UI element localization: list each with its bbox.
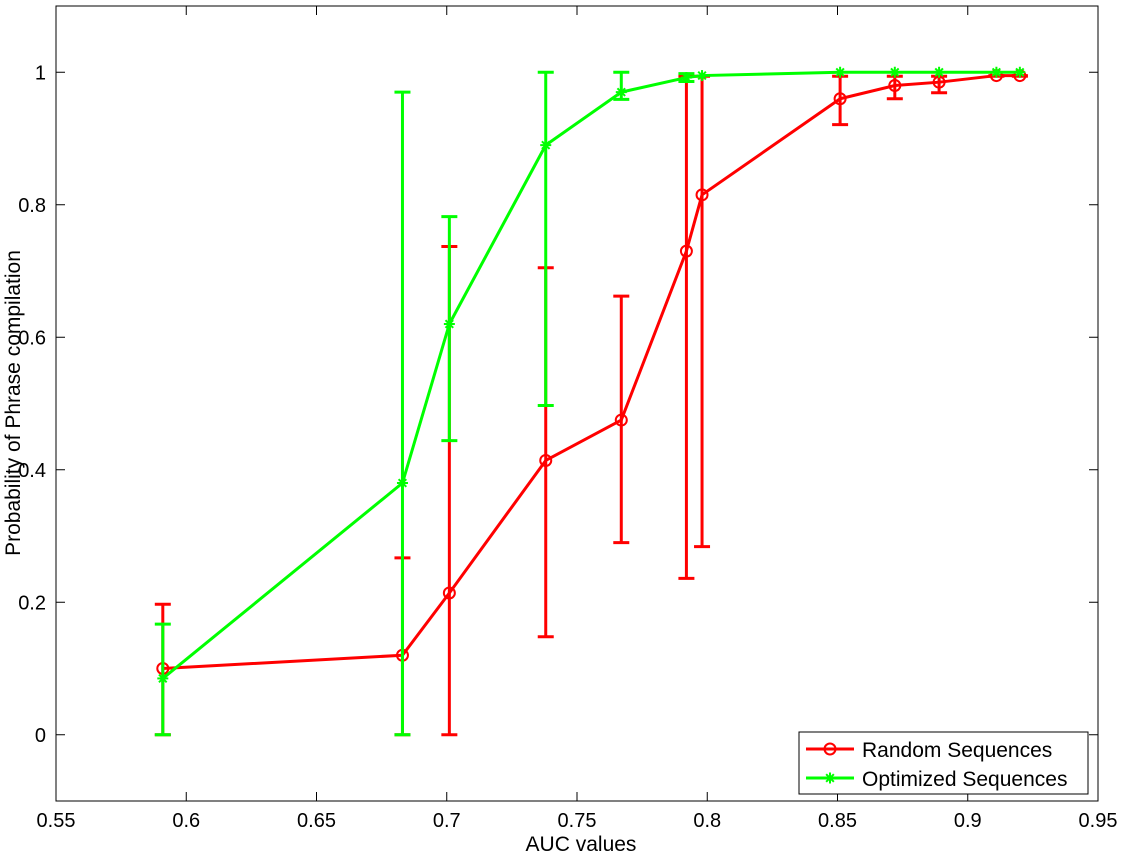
data-point-random xyxy=(614,413,628,427)
data-point-optimized xyxy=(889,66,901,78)
y-tick-label: 0.8 xyxy=(18,195,46,217)
series-line-optimized xyxy=(161,70,1020,680)
data-point-optimized xyxy=(696,70,708,82)
data-point-random xyxy=(695,188,709,202)
data-point-optimized xyxy=(990,66,1002,78)
x-tick-label: 0.7 xyxy=(433,810,461,832)
x-tick-label: 0.55 xyxy=(37,810,76,832)
star-stroke xyxy=(681,72,691,83)
data-point-optimized xyxy=(680,72,692,84)
star-stroke xyxy=(697,71,707,81)
legend-marker-random xyxy=(823,742,837,756)
data-point-random xyxy=(539,453,553,467)
data-point-optimized xyxy=(933,66,945,78)
y-axis-label: Probability of Phrase compilation xyxy=(2,250,25,556)
star-stroke xyxy=(616,87,626,97)
star-stroke xyxy=(934,67,944,77)
legend-star xyxy=(824,772,836,784)
legend-box xyxy=(798,731,1089,795)
data-point-random xyxy=(833,92,847,106)
axis-ticks: 0.55 0.6 0.65 0.7 0.75 0.8 0.85 0.9 0.95 0 0.2 0.4 0… xyxy=(18,6,1117,832)
data-point-random xyxy=(442,586,456,600)
data-point-optimized xyxy=(443,318,455,330)
x-axis-label: AUC values xyxy=(526,833,637,856)
star-stroke xyxy=(890,67,900,77)
x-tick-label: 0.95 xyxy=(1079,810,1118,832)
x-tick-label: 0.65 xyxy=(297,810,336,832)
star-stroke xyxy=(835,67,845,77)
legend-label-optimized: Optimized Sequences xyxy=(862,768,1067,791)
x-tick-label: 0.75 xyxy=(558,810,597,832)
star-stroke xyxy=(991,67,1001,77)
plot-area xyxy=(55,5,1099,802)
series-optimized xyxy=(154,66,1026,737)
data-point-optimized xyxy=(1014,66,1026,78)
series-line-random xyxy=(162,74,1020,670)
y-tick-label: 0.4 xyxy=(18,460,46,482)
data-point-random xyxy=(679,244,693,258)
data-point-optimized xyxy=(157,672,169,684)
star-stroke xyxy=(444,319,454,329)
y-tick-label: 0.6 xyxy=(18,327,46,349)
data-point-optimized xyxy=(396,477,408,489)
star-stroke xyxy=(397,478,408,488)
data-point-optimized xyxy=(615,86,627,98)
star-stroke xyxy=(158,673,168,683)
y-tick-label: 0 xyxy=(35,725,46,747)
legend: Random Sequences Optimized Sequences xyxy=(798,731,1089,795)
x-tick-label: 0.85 xyxy=(818,810,857,832)
x-tick-label: 0.9 xyxy=(954,810,982,832)
x-tick-label: 0.8 xyxy=(693,810,721,832)
y-tick-label: 1 xyxy=(35,62,46,84)
data-point-random xyxy=(888,79,902,92)
star-stroke xyxy=(1015,67,1025,77)
y-tick-label: 0.2 xyxy=(18,592,46,614)
data-point-optimized xyxy=(540,139,552,151)
data-point-optimized xyxy=(834,66,846,78)
star-stroke xyxy=(541,140,551,150)
x-tick-label: 0.6 xyxy=(172,810,200,832)
star-stroke xyxy=(825,773,835,783)
legend-label-random: Random Sequences xyxy=(862,739,1052,762)
legend-marker-optimized xyxy=(824,772,836,784)
plot-content xyxy=(154,66,1028,737)
